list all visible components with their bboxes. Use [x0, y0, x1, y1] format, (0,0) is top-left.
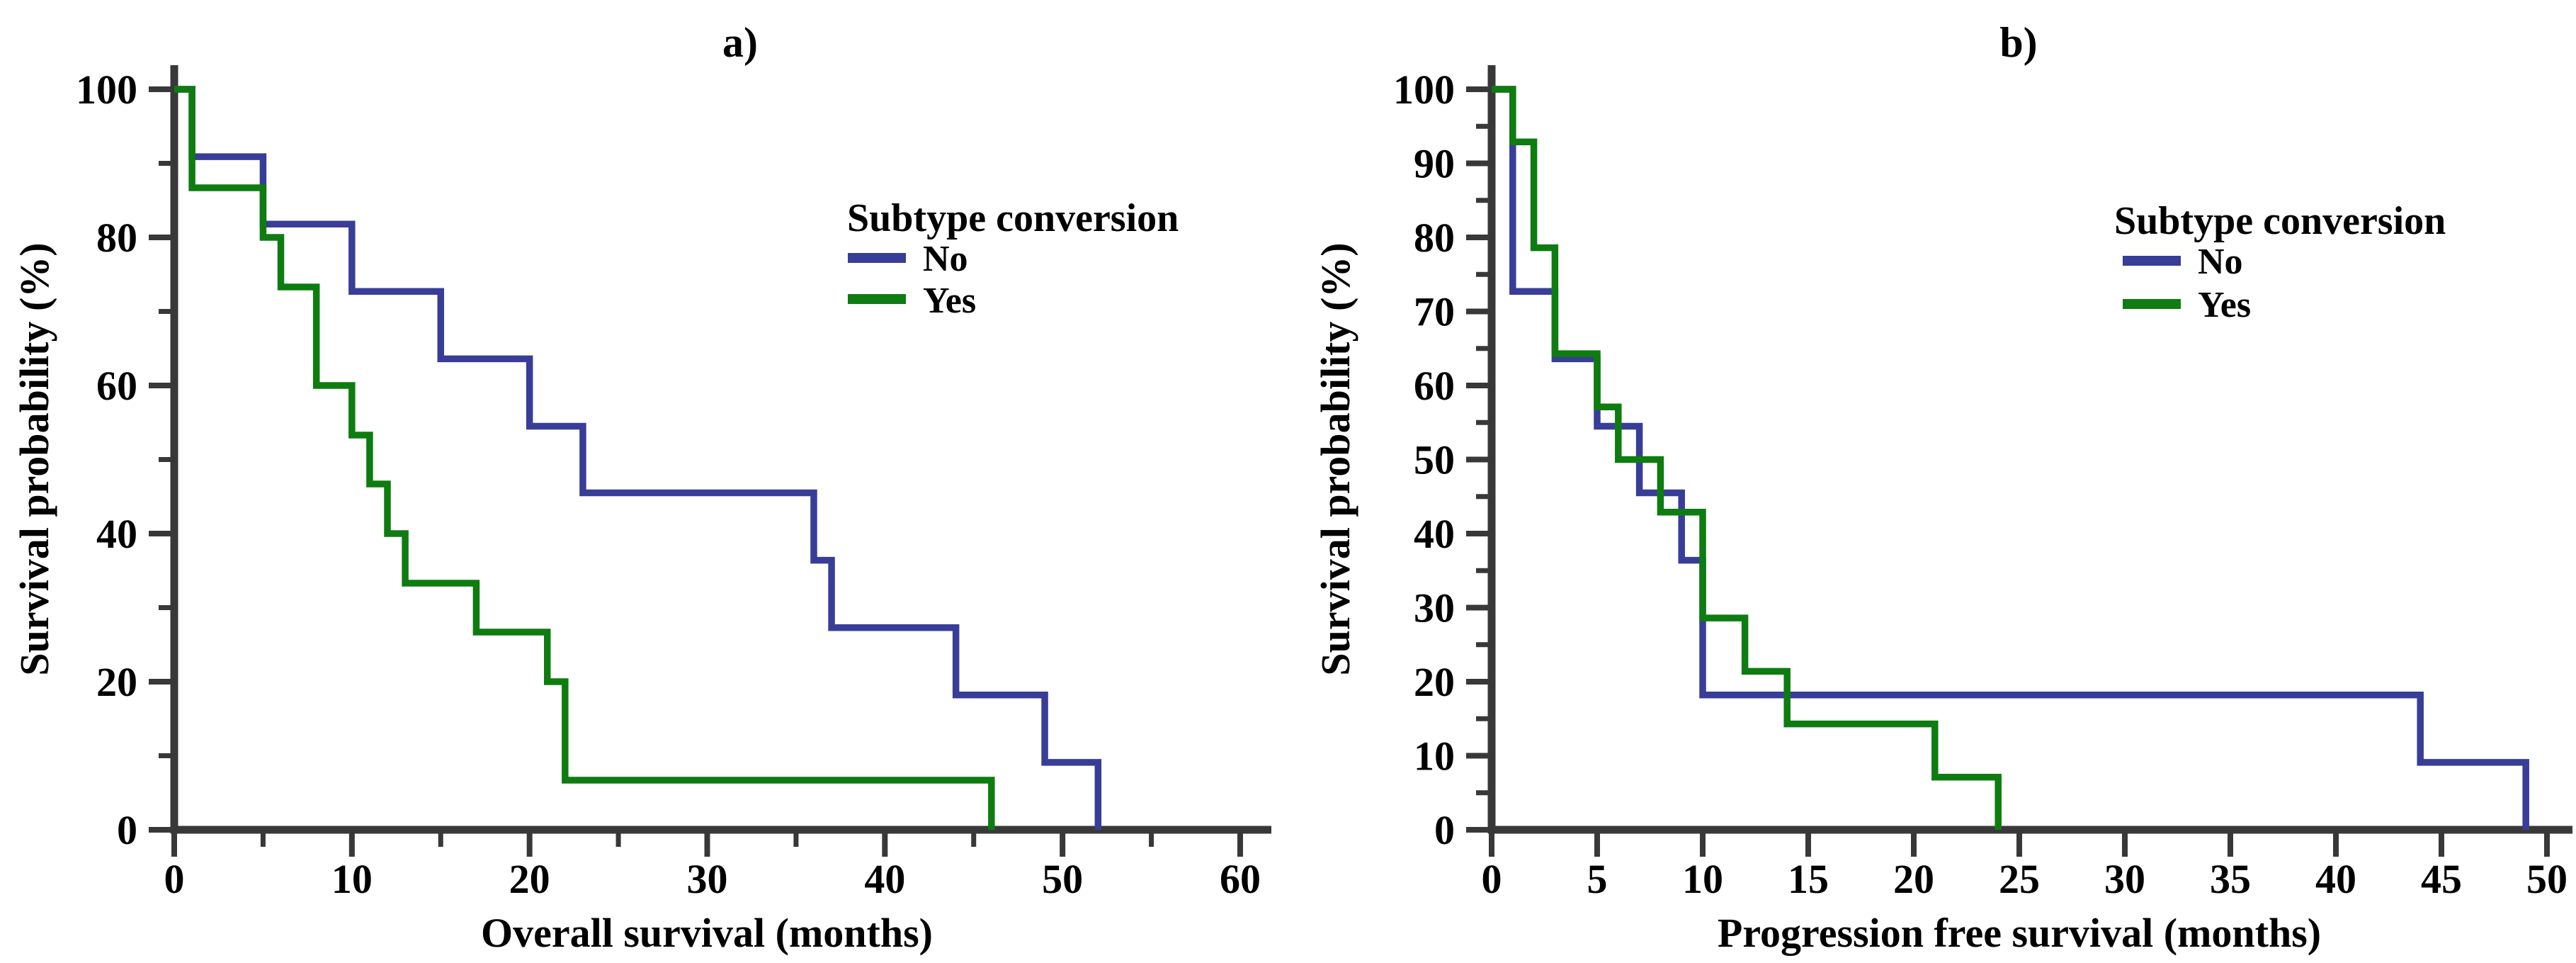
y-tick-label: 100: [1393, 67, 1455, 113]
x-tick-label: 40: [864, 856, 905, 902]
y-tick-label: 80: [96, 215, 137, 261]
panel-b-x-axis-title: Progression free survival (months): [1718, 910, 2321, 956]
x-tick-label: 20: [1893, 856, 1934, 902]
x-tick-label: 5: [1587, 856, 1608, 902]
y-tick-label: 60: [1414, 363, 1455, 409]
y-tick-label: 90: [1414, 141, 1455, 187]
y-tick-label: 0: [1434, 807, 1455, 853]
y-tick-label: 0: [117, 807, 137, 853]
y-tick-label: 70: [1414, 289, 1455, 335]
x-tick-label: 40: [2315, 856, 2356, 902]
x-tick-label: 10: [331, 856, 373, 902]
panel-a-legend-title: Subtype conversion: [847, 196, 1179, 240]
y-tick-label: 30: [1414, 585, 1455, 631]
x-tick-label: 60: [1220, 856, 1261, 902]
x-tick-label: 50: [2526, 856, 2568, 902]
x-tick-label: 50: [1042, 856, 1083, 902]
x-tick-label: 30: [2104, 856, 2145, 902]
y-tick-label: 50: [1414, 437, 1455, 483]
panel-a-legend: Subtype conversion No Yes: [847, 196, 1179, 321]
panel-b-curves: [1492, 86, 2529, 830]
y-tick-label: 100: [76, 67, 137, 113]
panel-b: 0 5 10 15 20 25 30 35 40 45 50 0 10 20 30 40 50 60 70 80 90 1…: [1312, 19, 2572, 956]
panel-b-legend: Subtype conversion No Yes: [2114, 199, 2446, 325]
x-tick-label: 15: [1788, 856, 1829, 902]
y-tick-label: 80: [1414, 215, 1455, 261]
panel-b-legend-title: Subtype conversion: [2114, 199, 2446, 243]
legend-label-no: No: [2198, 242, 2243, 282]
y-tick-label: 60: [96, 363, 137, 409]
panel-b-y-axis-title: Survival probability (%): [1312, 242, 1358, 675]
x-tick-label: 30: [686, 856, 727, 902]
panel-a: 0 10 20 30 40 50 60 0 20 40 60 80 100 a) Overall sur…: [11, 19, 1271, 956]
legend-label-yes: Yes: [923, 281, 976, 321]
x-tick-label: 45: [2421, 856, 2462, 902]
y-tick-label: 40: [96, 511, 137, 557]
legend-swatch-yes: [2123, 299, 2181, 309]
y-tick-label: 10: [1414, 733, 1455, 779]
x-tick-label: 25: [1999, 856, 2040, 902]
legend-swatch-no: [2123, 256, 2181, 266]
legend-label-yes: Yes: [2198, 285, 2251, 325]
km-curve-yes: [1492, 86, 2002, 830]
panel-a-axes: 0 10 20 30 40 50 60 0 20 40 60 80 100: [76, 65, 1271, 902]
y-tick-label: 20: [96, 659, 137, 705]
panel-a-curves: [174, 86, 1102, 830]
x-tick-label: 10: [1682, 856, 1723, 902]
legend-swatch-no: [848, 253, 906, 263]
km-curve-no: [1492, 86, 2529, 830]
x-tick-label: 20: [509, 856, 550, 902]
panel-a-title: a): [722, 19, 758, 66]
y-tick-label: 40: [1414, 511, 1455, 557]
x-tick-label: 35: [2210, 856, 2251, 902]
panel-b-axes: 0 5 10 15 20 25 30 35 40 45 50 0 10 20 30 40 50 60 70 80 90 1…: [1393, 65, 2572, 902]
legend-label-no: No: [923, 239, 968, 279]
panel-a-x-axis-title: Overall survival (months): [481, 910, 933, 956]
x-tick-label: 0: [1482, 856, 1502, 902]
panel-a-y-axis-title: Survival probability (%): [11, 242, 57, 675]
y-tick-label: 20: [1414, 659, 1455, 705]
x-tick-label: 0: [164, 856, 185, 902]
legend-swatch-yes: [848, 294, 906, 304]
panel-b-title: b): [1999, 19, 2037, 66]
km-curve-yes: [174, 86, 995, 830]
